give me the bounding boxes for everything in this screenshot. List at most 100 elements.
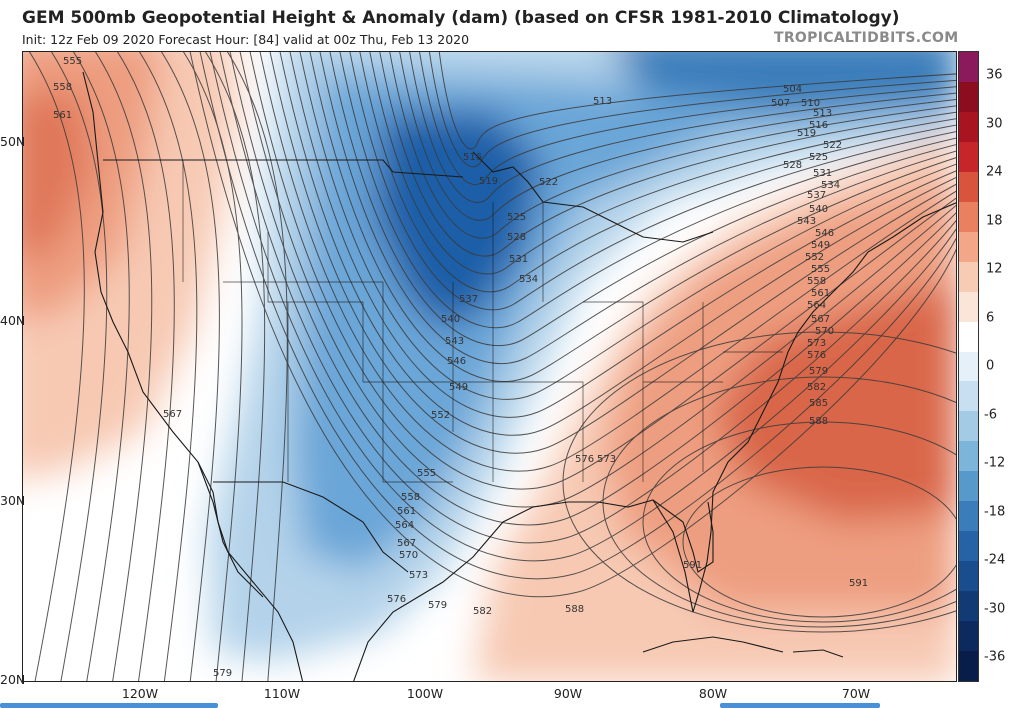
colorbar-segment: [959, 231, 978, 263]
colorbar-segment: [959, 471, 978, 502]
contour-label: 585: [809, 398, 828, 409]
contour-label: 588: [565, 604, 584, 615]
height-contour-line: [349, 52, 956, 311]
height-contour-line: [319, 52, 956, 364]
state-line: [182, 160, 783, 483]
contour-label: 570: [399, 550, 418, 561]
height-contour-line: [160, 52, 220, 681]
contour-label: 576: [807, 350, 826, 361]
great-lakes: [472, 151, 714, 243]
geography-outlines: [82, 71, 956, 681]
height-contour-ridge: [562, 331, 956, 633]
contour-label: 555: [811, 264, 830, 275]
contour-label: 552: [805, 252, 824, 263]
contour-label: 573: [409, 570, 428, 581]
height-contour-line: [429, 52, 956, 168]
contour-label: 543: [445, 336, 464, 347]
negative-anomaly-north: [616, 52, 956, 112]
contour-label: 504: [783, 84, 802, 95]
height-contour-line: [369, 52, 956, 275]
contour-label: 543: [797, 216, 816, 227]
colorbar-segment: [959, 501, 978, 532]
height-contour-line: [199, 52, 956, 580]
forecast-info: Init: 12z Feb 09 2020 Forecast Hour: [84…: [22, 32, 470, 47]
contour-label: 549: [449, 382, 468, 393]
height-contour-line: [182, 52, 243, 681]
state-borders: [182, 160, 783, 483]
colorbar-tick-label: -24: [984, 552, 1006, 568]
height-contour-line: [279, 52, 956, 436]
forecast-map[interactable]: 555 558 561 567 579 504 507 510 513 516 519 522 525 5…: [22, 51, 957, 682]
height-contour-line: [138, 52, 198, 681]
contour-label: 561: [397, 506, 416, 517]
colorbar-segment: [959, 321, 978, 352]
baja-peninsula: [197, 461, 264, 598]
anomaly-colorbar: [958, 51, 979, 682]
height-contour-line: [419, 52, 956, 186]
contour-label: 573: [807, 338, 826, 349]
colorbar-tick-label: 18: [986, 213, 1003, 228]
height-contour-line: [204, 52, 266, 681]
us-mexico-border: [213, 481, 409, 573]
colorbar-segment: [959, 111, 978, 143]
height-contour-line: [259, 52, 956, 472]
height-contour-line: [94, 52, 153, 681]
colorbar-tick-label: 12: [986, 261, 1003, 277]
contour-label: 507: [771, 98, 790, 109]
colorbar-tick-label: 0: [986, 358, 995, 374]
contour-label: 591: [849, 578, 868, 589]
contour-label: 579: [213, 668, 232, 679]
height-contour-line: [72, 52, 130, 681]
colorbar-tick-label: 6: [986, 310, 995, 325]
colorbar-segment: [959, 261, 978, 293]
bottom-tab-right[interactable]: [720, 703, 880, 708]
contour-label: 567: [397, 538, 416, 549]
contour-label: 576: [575, 454, 594, 465]
lat-label-20n: 20N: [0, 672, 26, 687]
colorbar-segment: [959, 621, 978, 652]
contour-label: 582: [473, 606, 492, 617]
height-contour-line: [299, 52, 956, 400]
height-contour-line: [229, 52, 956, 526]
contour-label: 513: [593, 96, 612, 107]
height-contour-ridge: [602, 376, 956, 628]
contour-label: 516: [463, 152, 482, 163]
contour-label: 522: [823, 140, 842, 151]
height-contour-line: [339, 52, 956, 329]
contour-label: 579: [428, 600, 447, 611]
colorbar-segment: [959, 411, 978, 442]
contour-label: 567: [811, 314, 830, 325]
hispaniola: [792, 649, 844, 658]
bottom-toolbar-strip: [0, 703, 1024, 708]
contour-label: 579: [809, 366, 828, 377]
florida: [652, 499, 712, 613]
height-contour-line: [379, 52, 956, 257]
contour-label: 519: [797, 128, 816, 139]
lat-label-50n: 50N: [0, 134, 26, 149]
contour-label: 558: [807, 276, 826, 287]
positive-anomaly-east-core: [713, 282, 956, 522]
contour-label: 561: [53, 110, 72, 121]
bottom-tab-left[interactable]: [0, 703, 218, 708]
contour-label: 570: [815, 326, 834, 337]
cuba: [642, 636, 784, 653]
contour-label: 528: [507, 232, 526, 243]
contour-label: 531: [509, 254, 528, 265]
contour-label: 561: [811, 288, 830, 299]
contour-label: 564: [395, 520, 414, 531]
gulf-coast: [353, 499, 714, 681]
lat-label-30n: 30N: [0, 493, 26, 508]
west-coast: [82, 71, 304, 681]
contour-label: 555: [63, 56, 82, 67]
lon-label-100w: 100W: [406, 686, 444, 701]
height-contour-line: [209, 52, 956, 562]
contour-label: 558: [53, 82, 72, 93]
height-contour-line: [289, 52, 956, 418]
contour-label: 534: [821, 180, 840, 191]
contour-label: 546: [447, 356, 466, 367]
colorbar-segment: [959, 441, 978, 472]
colorbar-segment: [959, 351, 978, 382]
contour-label: 573: [597, 454, 616, 465]
